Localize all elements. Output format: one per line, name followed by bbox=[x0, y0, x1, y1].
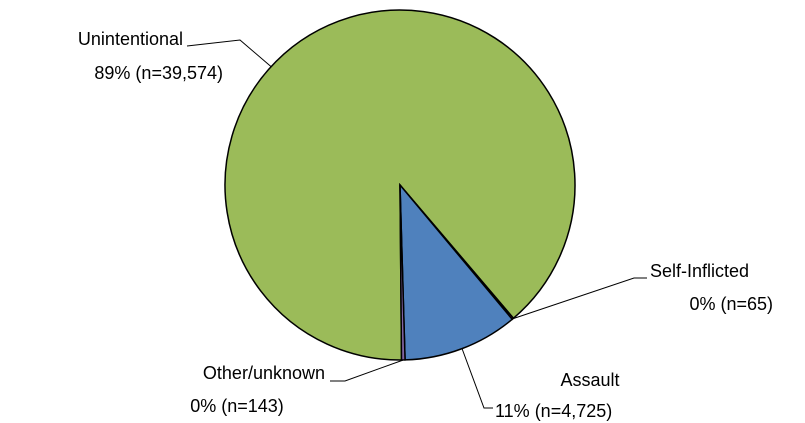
leader-line bbox=[512, 277, 647, 320]
leader-line bbox=[330, 359, 404, 382]
slice-value-label: 0% (n=65) bbox=[689, 294, 773, 314]
slice-label: Other/unknown bbox=[203, 363, 325, 383]
pie-slice bbox=[399, 182, 514, 361]
slice-label: Self-Inflicted bbox=[650, 261, 749, 281]
leader-line bbox=[461, 348, 493, 409]
slice-value-label: 89% (n=39,574) bbox=[94, 63, 223, 83]
leader-line bbox=[186, 39, 272, 68]
slice-value-label: 11% (n=4,725) bbox=[495, 401, 612, 421]
slice-label: Unintentional bbox=[78, 29, 183, 49]
slice-value-label: 0% (n=143) bbox=[190, 396, 284, 416]
slice-label: Assault bbox=[560, 370, 619, 390]
